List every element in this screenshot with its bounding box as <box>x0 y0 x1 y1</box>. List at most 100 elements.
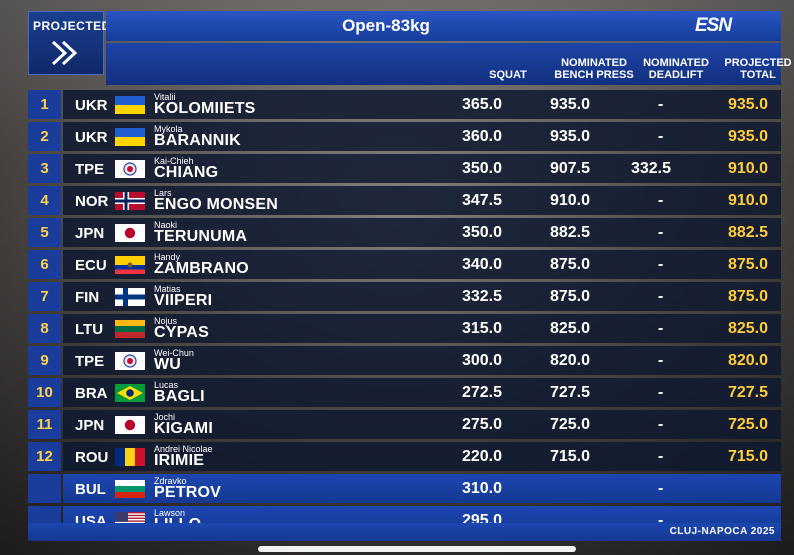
category-title: Open-83kg <box>342 16 430 35</box>
total-value: 935.0 <box>727 128 768 145</box>
deadlift-dash: - <box>658 224 664 241</box>
total-value: 875.0 <box>727 256 768 273</box>
nation-code: BUL <box>75 481 106 498</box>
first-name: Lars <box>154 188 172 198</box>
scoreboard: PROJECTED Open-83kg ESN SQUAT NOMINATED … <box>28 11 792 541</box>
athlete-row: 9 TPE Wei-Chun WU 300.0 820.0 - 820.0 <box>28 346 781 375</box>
header-bench-line2: BENCH PRESS <box>554 69 634 81</box>
squat-value: 365.0 <box>461 96 502 113</box>
row-band <box>63 186 781 215</box>
bench-value: 825.0 <box>549 320 590 337</box>
squat-value: 220.0 <box>461 448 502 465</box>
athlete-row: 1 UKR Vitalii KOLOMIIETS 365.0 935.0 - 935.0 <box>28 90 781 119</box>
first-name: Matias <box>154 284 181 294</box>
rank: 1 <box>28 90 61 119</box>
total-value: 820.0 <box>727 352 768 369</box>
bench-value: 875.0 <box>549 288 590 305</box>
row-band <box>63 282 781 311</box>
last-name: ZAMBRANO <box>154 260 249 277</box>
total-value: 882.5 <box>727 224 768 241</box>
row-band <box>63 442 781 471</box>
bench-value: 935.0 <box>549 128 590 145</box>
last-name: CHIANG <box>154 164 219 181</box>
venue-label: CLUJ-NAPOCA 2025 <box>669 526 775 537</box>
deadlift-dash: - <box>658 448 664 465</box>
last-name: BAGLI <box>154 388 205 405</box>
rank: 3 <box>28 154 61 183</box>
nation-code: NOR <box>75 193 109 210</box>
first-name: Mykola <box>154 124 183 134</box>
tpe-flag-icon <box>115 160 145 178</box>
first-name: Jochi <box>154 412 176 422</box>
row-band <box>63 218 781 247</box>
athlete-row: 11 JPN Jochi KIGAMI 275.0 725.0 - 725.0 <box>28 410 781 439</box>
header-total: PROJECTED TOTAL <box>721 57 794 81</box>
last-name: VIIPERI <box>154 292 213 309</box>
deadlift-value: 332.5 <box>630 160 671 177</box>
home-indicator[interactable] <box>258 546 576 552</box>
deadlift-dash: - <box>658 352 664 369</box>
header-total-line1: PROJECTED <box>724 57 792 69</box>
header-deadlift-line1: NOMINATED <box>643 57 709 69</box>
last-name: CYPAS <box>154 324 209 341</box>
deadlift-dash: - <box>658 480 664 497</box>
last-name: KIGAMI <box>154 420 213 437</box>
rank: 10 <box>28 378 61 407</box>
bench-value: 820.0 <box>549 352 590 369</box>
athlete-row: 3 TPE Kai-Chieh CHIANG 350.0 907.5 332.5 910.0 <box>28 154 781 183</box>
squat-value: 275.0 <box>461 416 502 433</box>
bul-flag-icon <box>115 480 145 498</box>
row-band <box>63 122 781 151</box>
athlete-row: 6 ECU Handy ZAMBRANO 340.0 875.0 - 875.0 <box>28 250 781 279</box>
squat-value: 350.0 <box>461 224 502 241</box>
bench-value: 727.5 <box>549 384 590 401</box>
squat-value: 310.0 <box>461 480 502 497</box>
squat-value: 315.0 <box>461 320 502 337</box>
first-name: Handy <box>154 252 181 262</box>
deadlift-dash: - <box>658 192 664 209</box>
nation-code: UKR <box>75 97 108 114</box>
rank: 5 <box>28 218 61 247</box>
rank <box>28 474 61 503</box>
bench-value: 725.0 <box>549 416 590 433</box>
nation-code: UKR <box>75 129 108 146</box>
jpn-flag-icon <box>115 224 145 242</box>
rank: 2 <box>28 122 61 151</box>
squat-value: 347.5 <box>461 192 502 209</box>
header-bench-line1: NOMINATED <box>561 57 627 69</box>
bench-value: 715.0 <box>549 448 590 465</box>
first-name: Zdravko <box>154 476 187 486</box>
deadlift-dash: - <box>658 128 664 145</box>
squat-value: 350.0 <box>461 160 502 177</box>
row-band <box>63 378 781 407</box>
total-value: 727.5 <box>727 384 768 401</box>
rank: 8 <box>28 314 61 343</box>
header-deadlift: NOMINATED DEADLIFT <box>634 57 718 81</box>
row-band <box>63 474 781 503</box>
header-total-line2: TOTAL <box>740 69 776 81</box>
athlete-row: 4 NOR Lars ENGO MONSEN 347.5 910.0 - 910.0 <box>28 186 781 215</box>
projected-logo: PROJECTED <box>28 11 110 75</box>
rank: 11 <box>28 410 61 439</box>
header-bench: NOMINATED BENCH PRESS <box>549 57 639 81</box>
footer-bar: CLUJ-NAPOCA 2025 <box>28 523 781 541</box>
rou-flag-icon <box>115 448 145 466</box>
nation-code: ECU <box>75 257 107 274</box>
row-band <box>63 346 781 375</box>
nation-code: TPE <box>75 161 105 178</box>
last-name: ENGO MONSEN <box>154 196 278 213</box>
row-band <box>63 90 781 119</box>
last-name: KOLOMIIETS <box>154 100 256 117</box>
last-name: BARANNIK <box>154 132 241 149</box>
athlete-row: 2 UKR Mykola BARANNIK 360.0 935.0 - 935.0 <box>28 122 781 151</box>
deadlift-dash: - <box>658 512 664 529</box>
squat-value: 332.5 <box>461 288 502 305</box>
header-squat: SQUAT <box>489 69 527 81</box>
total-value: 725.0 <box>727 416 768 433</box>
chevron-logo-icon <box>51 40 78 66</box>
last-name: IRIMIE <box>154 452 205 469</box>
tpe-flag-icon <box>115 352 145 370</box>
nation-code: BRA <box>75 385 108 402</box>
deadlift-dash: - <box>658 384 664 401</box>
deadlift-dash: - <box>658 288 664 305</box>
